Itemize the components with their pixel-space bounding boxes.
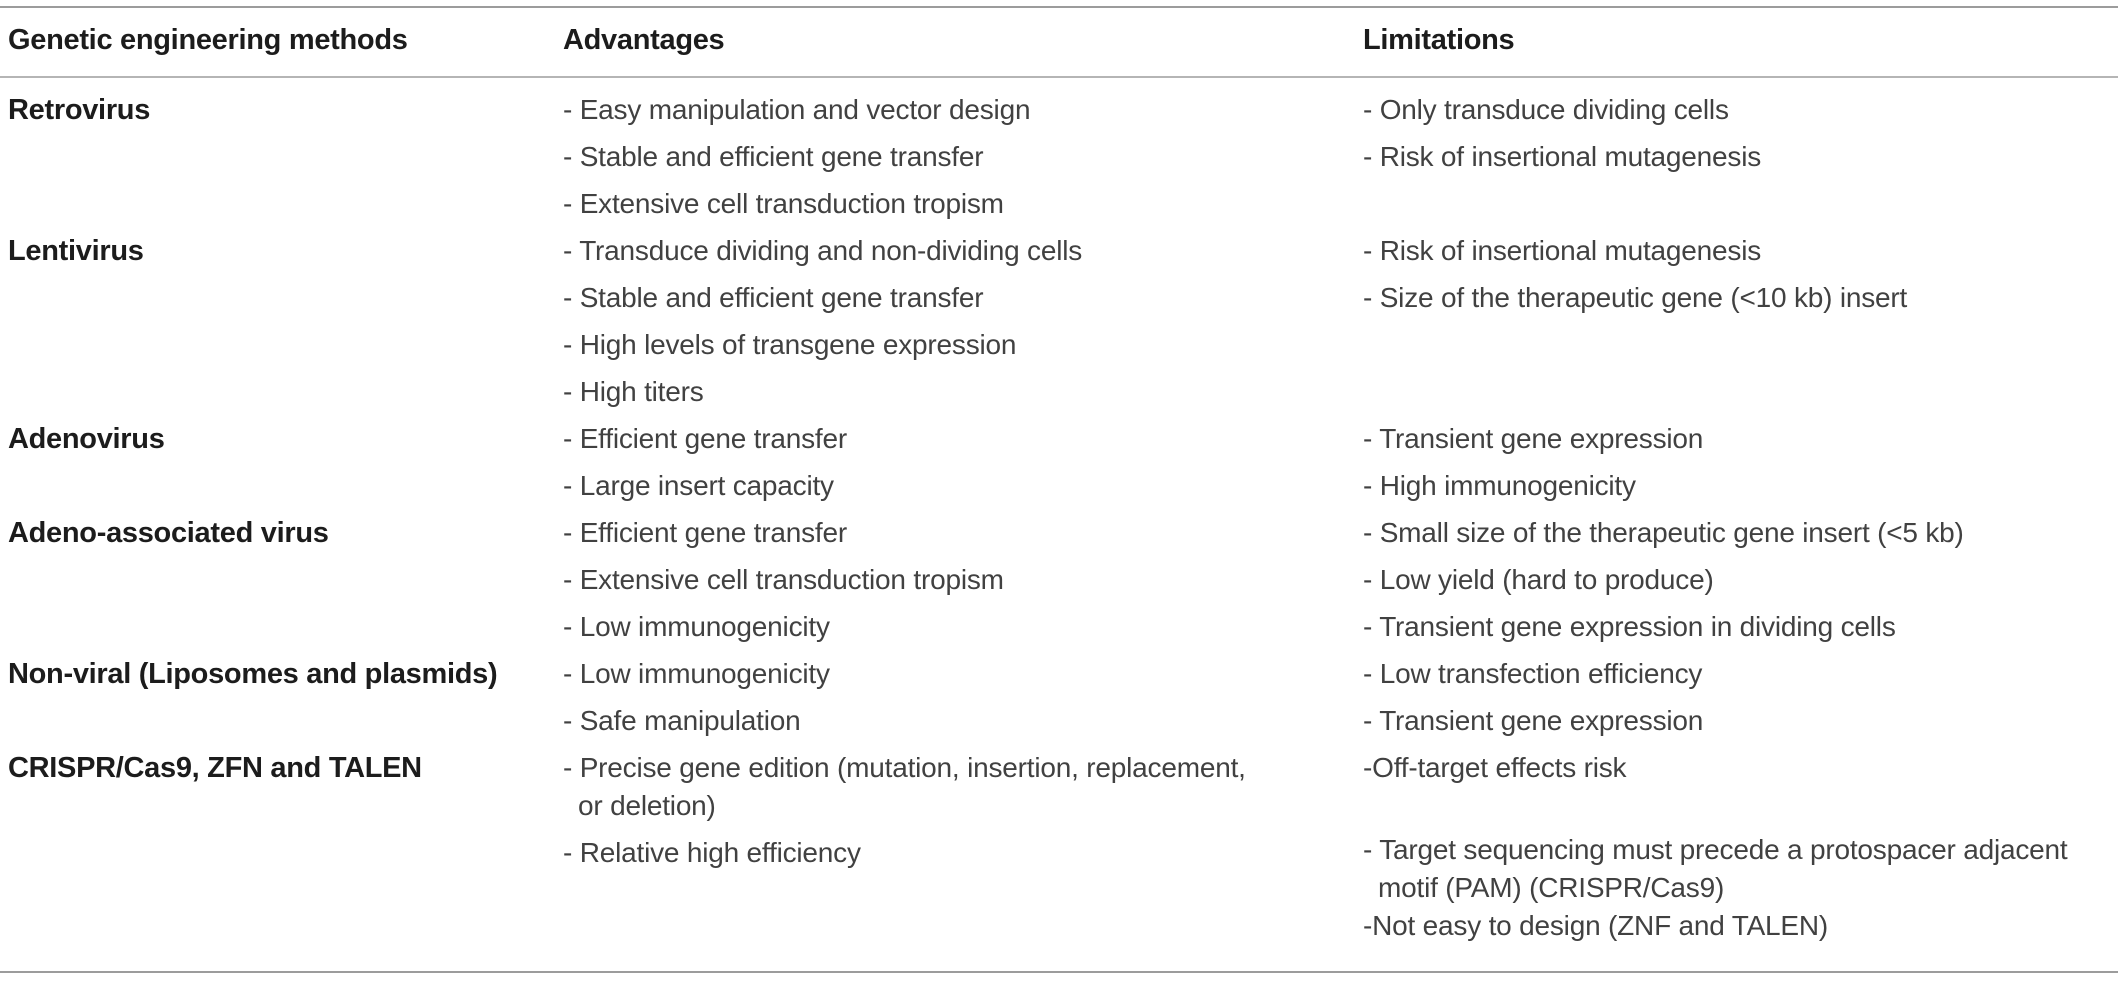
advantage-item: - Safe manipulation [563,704,801,736]
limitation-item: - Low yield (hard to produce) [1363,563,1714,595]
limitation-item: - Small size of the therapeutic gene ins… [1363,516,1964,548]
method-cell: CRISPR/Cas9, ZFN and TALEN [8,749,563,945]
limitation-item: - Transient gene expression [1363,704,1704,736]
column-header-limitations: Limitations [1363,24,1515,56]
method-cell: Non-viral (Liposomes and plasmids) [8,655,563,740]
limitation-item: - Transient gene expression [1363,422,1704,454]
method-name: Lentivirus [8,234,144,267]
table-body: Retrovirus - Easy manipulation and vector… [0,78,2118,945]
limitations-cell: -Off-target effects risk - Target sequenc… [1363,749,2118,945]
advantage-item: - High levels of transgene expression [563,328,1017,360]
column-header-advantages: Advantages [563,24,725,56]
limitation-item: - Low transfection efficiency [1363,657,1703,689]
method-cell: Adenovirus [8,420,563,505]
advantage-item: - Low immunogenicity [563,657,830,689]
limitation-item: - Only transduce dividing cells [1363,93,1729,125]
advantage-item: - Stable and efficient gene transfer [563,281,984,313]
bottom-rule [0,970,2118,973]
advantage-item: - Efficient gene transfer [563,516,847,548]
method-name: Adenovirus [8,422,165,455]
column-header-methods: Genetic engineering methods [8,24,408,56]
limitations-cell: - Small size of the therapeutic gene ins… [1363,514,2118,646]
limitation-item: motif (PAM) (CRISPR/Cas9) [1378,871,1725,903]
method-name: Adeno-associated virus [8,516,329,549]
advantages-cell: - Efficient gene transfer - Large insert … [563,420,1363,505]
advantage-item: - Stable and efficient gene transfer [563,140,984,172]
limitation-item: - Target sequencing must precede a proto… [1363,833,2068,865]
advantage-item: - Easy manipulation and vector design [563,93,1031,125]
advantages-cell: - Easy manipulation and vector design - S… [563,91,1363,223]
top-rule [0,6,2118,8]
advantage-item: or deletion) [578,789,716,821]
advantage-item: - Efficient gene transfer [563,422,847,454]
advantage-item: - Large insert capacity [563,469,834,501]
limitation-item: - Risk of insertional mutagenesis [1363,140,1762,172]
advantage-item: - Transduce dividing and non-dividing ce… [563,234,1083,266]
header-separator-rule [0,76,2118,78]
advantage-item: - Precise gene edition (mutation, insert… [563,751,1246,783]
genetic-methods-table: Genetic engineering methods Advantages L… [0,6,2118,973]
method-cell: Lentivirus [8,232,563,411]
limitation-item: -Not easy to design (ZNF and TALEN) [1363,909,1829,941]
limitation-item: -Off-target effects risk [1363,751,1627,783]
advantage-item: - Relative high efficiency [563,836,861,868]
method-name: Retrovirus [8,93,151,126]
advantage-item: - Extensive cell transduction tropism [563,563,1004,595]
limitation-item: - Size of the therapeutic gene (<10 kb) … [1363,281,1908,313]
table-row: Lentivirus - Transduce dividing and non-d… [0,232,2118,411]
advantage-item: - Extensive cell transduction tropism [563,187,1004,219]
advantage-item: - High titers [563,375,704,407]
table-header-row: Genetic engineering methods Advantages L… [0,8,2118,76]
method-cell: Adeno-associated virus [8,514,563,646]
table-row: Adeno-associated virus - Efficient gene t… [0,514,2118,646]
advantages-cell: - Precise gene edition (mutation, insert… [563,749,1363,945]
limitations-cell: - Risk of insertional mutagenesis - Size … [1363,232,2118,411]
advantage-item: - Low immunogenicity [563,610,830,642]
method-cell: Retrovirus [8,91,563,223]
method-name: CRISPR/Cas9, ZFN and TALEN [8,751,422,784]
table-row: Retrovirus - Easy manipulation and vector… [0,91,2118,223]
table-row: Adenovirus - Efficient gene transfer - Lar… [0,420,2118,505]
limitations-cell: - Low transfection efficiency - Transient… [1363,655,2118,740]
table-row: Non-viral (Liposomes and plasmids) - Low … [0,655,2118,740]
limitations-cell: - Only transduce dividing cells - Risk of… [1363,91,2118,223]
limitation-item: - High immunogenicity [1363,469,1636,501]
advantages-cell: - Low immunogenicity - Safe manipulation [563,655,1363,740]
limitations-cell: - Transient gene expression - High immuno… [1363,420,2118,505]
advantages-cell: - Transduce dividing and non-dividing ce… [563,232,1363,411]
limitation-item: - Transient gene expression in dividing … [1363,610,1896,642]
limitation-item: - Risk of insertional mutagenesis [1363,234,1762,266]
advantages-cell: - Efficient gene transfer - Extensive cel… [563,514,1363,646]
method-name: Non-viral (Liposomes and plasmids) [8,657,498,690]
table-row: CRISPR/Cas9, ZFN and TALEN - Precise gene… [0,749,2118,945]
